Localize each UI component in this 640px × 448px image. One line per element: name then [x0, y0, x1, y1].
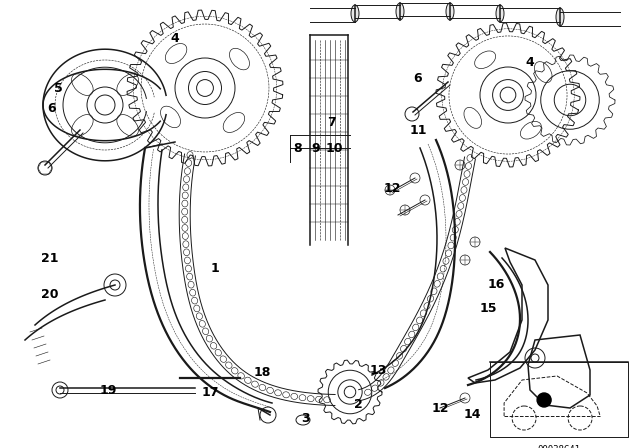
Circle shape [400, 205, 410, 215]
Circle shape [38, 161, 52, 175]
Text: 20: 20 [41, 289, 59, 302]
Text: 12: 12 [383, 181, 401, 194]
Text: 14: 14 [463, 409, 481, 422]
Text: 6: 6 [413, 72, 422, 85]
Circle shape [537, 393, 551, 407]
Circle shape [410, 173, 420, 183]
Text: 15: 15 [479, 302, 497, 314]
Text: 18: 18 [253, 366, 271, 379]
Circle shape [385, 185, 395, 195]
Text: 8: 8 [294, 142, 302, 155]
Text: 6: 6 [48, 102, 56, 115]
Circle shape [52, 382, 68, 398]
Text: 1: 1 [211, 262, 220, 275]
Ellipse shape [556, 8, 564, 26]
Text: 4: 4 [171, 31, 179, 44]
Text: 16: 16 [487, 279, 505, 292]
Text: 11: 11 [409, 124, 427, 137]
Text: 12: 12 [431, 401, 449, 414]
Circle shape [470, 237, 480, 247]
Text: 13: 13 [369, 363, 387, 376]
Text: 00038C41: 00038C41 [538, 445, 580, 448]
Circle shape [455, 160, 465, 170]
Text: 2: 2 [354, 399, 362, 412]
Text: 3: 3 [301, 412, 309, 425]
Circle shape [420, 195, 430, 205]
Text: 10: 10 [325, 142, 343, 155]
Circle shape [460, 255, 470, 265]
Text: 5: 5 [54, 82, 62, 95]
Circle shape [460, 393, 470, 403]
Ellipse shape [446, 3, 454, 20]
Circle shape [405, 107, 419, 121]
Text: 7: 7 [328, 116, 337, 129]
Text: 17: 17 [201, 385, 219, 399]
Text: 21: 21 [41, 251, 59, 264]
Ellipse shape [351, 5, 359, 22]
Text: 4: 4 [525, 56, 534, 69]
Text: 9: 9 [312, 142, 320, 155]
Text: 19: 19 [99, 383, 116, 396]
Ellipse shape [496, 5, 504, 22]
Ellipse shape [396, 3, 404, 20]
